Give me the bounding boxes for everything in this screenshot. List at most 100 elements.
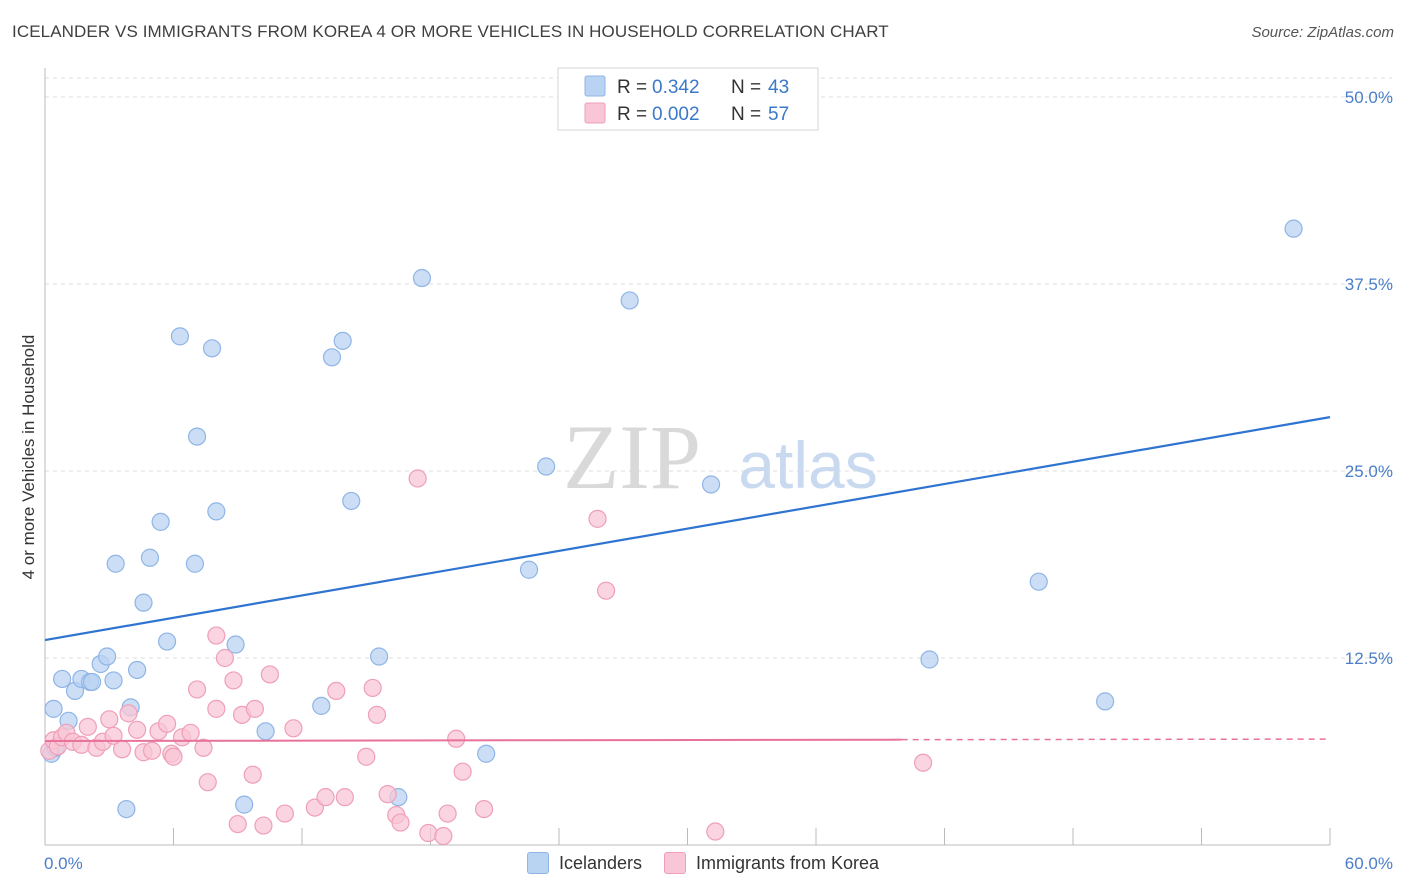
legend-r-value-icelanders: 0.342 xyxy=(652,77,700,98)
point-korea xyxy=(215,648,234,668)
point-icelanders xyxy=(151,512,170,531)
point-icelanders xyxy=(1284,219,1303,238)
point-icelanders xyxy=(226,635,245,654)
legend-n-label-icelanders: N = xyxy=(731,77,761,98)
point-korea xyxy=(335,788,354,807)
point-icelanders xyxy=(235,795,254,814)
point-korea xyxy=(78,717,97,736)
point-korea xyxy=(453,762,472,781)
point-icelanders xyxy=(1096,692,1115,711)
point-korea xyxy=(357,747,376,766)
trend-line-korea-extension xyxy=(901,738,1331,741)
point-korea xyxy=(706,822,725,841)
point-icelanders xyxy=(44,699,63,718)
y-tick-label: 12.5% xyxy=(1345,649,1393,668)
point-icelanders xyxy=(370,647,389,666)
point-icelanders xyxy=(106,554,125,573)
point-icelanders xyxy=(202,339,222,358)
bottom-legend: Icelanders Immigrants from Korea xyxy=(0,852,1406,874)
point-korea xyxy=(198,773,217,792)
legend-n-label-korea: N = xyxy=(731,104,761,125)
y-axis-title: 4 or more Vehicles in Household xyxy=(19,335,38,580)
legend-swatch-icelanders xyxy=(584,75,606,97)
legend-n-value-korea: 57 xyxy=(768,104,789,125)
point-icelanders xyxy=(140,548,160,567)
legend-n-value-icelanders: 43 xyxy=(768,77,789,98)
point-korea xyxy=(72,735,91,754)
point-icelanders xyxy=(98,647,117,666)
chart-source: Source: ZipAtlas.com xyxy=(1251,24,1394,41)
point-icelanders xyxy=(537,457,556,476)
point-korea xyxy=(316,788,335,807)
point-icelanders xyxy=(342,491,361,511)
bottom-legend-swatch-korea xyxy=(664,852,686,874)
point-icelanders xyxy=(207,502,226,521)
point-korea xyxy=(588,509,607,528)
x-tick-label-min: 0.0% xyxy=(44,854,83,873)
point-korea xyxy=(207,626,226,645)
point-korea xyxy=(327,681,346,701)
y-tick-label: 50.0% xyxy=(1345,88,1393,107)
point-icelanders xyxy=(170,327,190,346)
point-icelanders xyxy=(701,475,721,494)
point-korea xyxy=(367,705,387,724)
point-korea xyxy=(447,729,466,748)
point-korea xyxy=(243,765,262,784)
point-korea xyxy=(100,710,119,729)
point-korea xyxy=(207,699,226,718)
point-icelanders xyxy=(322,348,342,367)
point-icelanders xyxy=(134,593,153,612)
point-korea xyxy=(181,723,200,742)
point-korea xyxy=(913,753,933,772)
point-icelanders xyxy=(185,554,205,573)
legend-r-label-korea: R = xyxy=(617,104,647,125)
point-icelanders xyxy=(187,427,207,446)
legend-r-label-icelanders: R = xyxy=(617,77,647,98)
point-korea xyxy=(419,823,438,843)
point-korea xyxy=(391,813,410,832)
point-korea xyxy=(378,785,397,804)
point-korea xyxy=(597,581,616,600)
point-icelanders xyxy=(157,632,177,651)
point-korea xyxy=(260,665,279,684)
point-korea xyxy=(254,816,273,835)
y-tick-label: 37.5% xyxy=(1345,275,1393,294)
point-icelanders xyxy=(127,660,147,680)
bottom-legend-swatch-icelanders xyxy=(526,852,549,874)
point-icelanders xyxy=(920,650,939,669)
point-korea xyxy=(275,804,294,823)
watermark-zip: ZIP xyxy=(563,406,701,508)
bottom-legend-item-korea: Immigrants from Korea xyxy=(664,852,879,874)
legend-swatch-korea xyxy=(584,102,606,124)
point-icelanders xyxy=(53,669,72,689)
point-korea xyxy=(284,719,303,738)
point-korea xyxy=(164,747,183,766)
trend-lines xyxy=(44,416,1331,743)
y-tick-label: 25.0% xyxy=(1345,462,1393,481)
point-korea xyxy=(474,799,494,819)
legend-r-value-korea: 0.002 xyxy=(652,104,700,125)
point-korea xyxy=(434,826,453,846)
point-icelanders xyxy=(412,268,432,288)
watermark: ZIP atlas xyxy=(563,406,878,508)
legend: R = 0.342 N = 43 R = 0.002 N = 57 xyxy=(557,67,819,131)
point-korea xyxy=(438,804,457,823)
point-korea xyxy=(142,741,162,760)
point-korea xyxy=(187,680,207,699)
point-korea xyxy=(194,738,213,757)
point-korea xyxy=(363,678,382,698)
trend-line-icelanders xyxy=(44,416,1331,642)
point-korea xyxy=(245,699,264,718)
chart-title: ICELANDER VS IMMIGRANTS FROM KOREA 4 OR … xyxy=(12,22,889,41)
watermark-atlas: atlas xyxy=(738,428,877,502)
trend-line-korea xyxy=(44,738,902,743)
point-icelanders xyxy=(83,672,102,692)
bottom-legend-label-icelanders: Icelanders xyxy=(558,852,642,873)
point-korea xyxy=(127,720,147,739)
bottom-legend-item-icelanders: Icelanders xyxy=(526,852,642,874)
point-icelanders xyxy=(312,696,331,715)
point-korea xyxy=(408,469,427,488)
data-points xyxy=(40,219,1303,846)
point-korea xyxy=(224,671,243,690)
